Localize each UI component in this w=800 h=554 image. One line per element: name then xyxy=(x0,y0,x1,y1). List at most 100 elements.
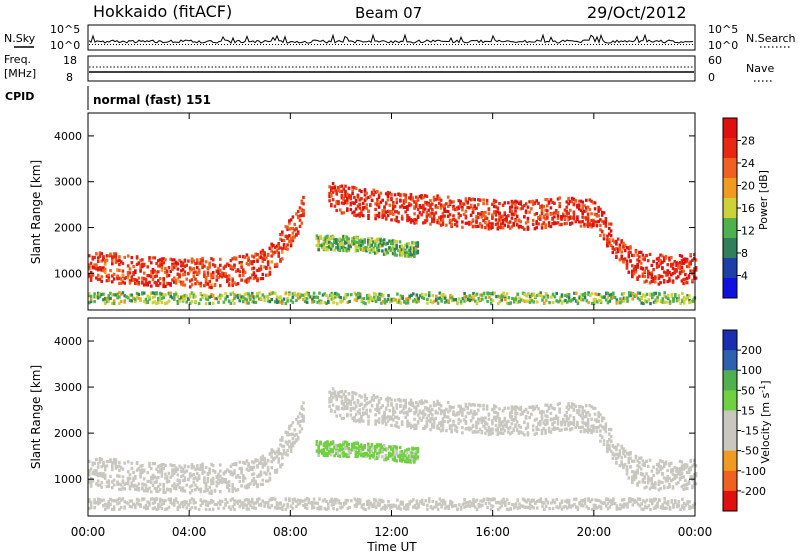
heatmap-cell xyxy=(114,461,118,465)
heatmap-cell xyxy=(631,475,634,479)
heatmap-cell xyxy=(331,198,335,202)
heatmap-cell xyxy=(342,237,345,241)
heatmap-cell xyxy=(429,211,432,215)
colorbar-tick-label: 12 xyxy=(741,225,755,238)
heatmap-cell xyxy=(376,197,379,201)
heatmap-cell xyxy=(597,209,600,213)
heatmap-cell xyxy=(164,284,167,288)
heatmap-cell xyxy=(406,205,409,209)
heatmap-cell xyxy=(183,489,187,493)
heatmap-cell xyxy=(661,460,664,464)
heatmap-cell xyxy=(344,201,347,205)
heatmap-cell xyxy=(487,425,491,429)
heatmap-cell xyxy=(361,247,365,251)
heatmap-cell xyxy=(318,299,321,303)
heatmap-cell xyxy=(217,295,220,299)
heatmap-cell xyxy=(401,296,404,300)
heatmap-cell xyxy=(296,209,300,214)
heatmap-cell xyxy=(134,278,137,282)
heatmap-cell xyxy=(402,411,406,415)
heatmap-cell xyxy=(197,301,201,306)
heatmap-cell xyxy=(474,293,477,297)
heatmap-cell xyxy=(549,411,553,415)
heatmap-cell xyxy=(505,422,508,426)
heatmap-cell xyxy=(411,401,415,405)
heatmap-cell xyxy=(597,415,600,419)
heatmap-cell xyxy=(662,278,666,283)
heatmap-cell xyxy=(286,235,289,239)
heatmap-cell xyxy=(567,407,570,411)
heatmap-cell xyxy=(459,300,463,304)
heatmap-cell xyxy=(347,399,351,403)
heatmap-cell xyxy=(352,239,356,243)
heatmap-cell xyxy=(497,302,500,306)
heatmap-cell xyxy=(240,261,243,265)
heatmap-cell xyxy=(556,419,560,423)
heatmap-cell xyxy=(295,439,298,443)
heatmap-cell xyxy=(395,201,399,205)
heatmap-cell xyxy=(625,263,629,267)
heatmap-cell xyxy=(577,204,581,208)
heatmap-cell xyxy=(450,405,453,410)
heatmap-cell xyxy=(526,422,530,426)
heatmap-cell xyxy=(369,203,372,207)
heatmap-cell xyxy=(436,205,439,210)
heatmap-cell xyxy=(356,451,359,455)
heatmap-cell xyxy=(391,244,395,248)
heatmap-cell xyxy=(250,260,254,264)
heatmap-cell xyxy=(556,214,560,218)
heatmap-cell xyxy=(528,297,532,301)
heatmap-cell xyxy=(643,294,647,298)
heatmap-cell xyxy=(119,505,123,509)
heatmap-cell xyxy=(128,279,132,283)
heatmap-cell xyxy=(203,270,206,274)
heatmap-cell xyxy=(339,300,342,304)
heatmap-cell xyxy=(142,283,146,287)
heatmap-cell xyxy=(665,300,668,304)
heatmap-cell xyxy=(181,283,185,287)
heatmap-cell xyxy=(349,448,352,452)
heatmap-cell xyxy=(593,212,597,216)
heatmap-cell xyxy=(126,264,130,268)
heatmap-cell xyxy=(349,450,352,454)
heatmap-cell xyxy=(98,473,102,477)
freq-label-line1: Freq. xyxy=(4,53,31,66)
heatmap-cell xyxy=(234,256,238,260)
heatmap-cell xyxy=(620,250,623,254)
heatmap-cell xyxy=(88,479,91,483)
heatmap-cell xyxy=(549,403,553,407)
heatmap-cell xyxy=(694,464,698,468)
heatmap-cell xyxy=(615,298,619,302)
heatmap-cell xyxy=(157,301,160,305)
heatmap-cell xyxy=(302,202,305,206)
heatmap-cell xyxy=(256,268,259,273)
heatmap-cell xyxy=(199,262,203,266)
heatmap-cell xyxy=(577,412,581,416)
heatmap-cell xyxy=(611,250,615,255)
heatmap-cell xyxy=(298,224,302,228)
heatmap-cell xyxy=(505,301,509,305)
heatmap-cell xyxy=(103,262,107,266)
heatmap-cell xyxy=(400,248,404,252)
heatmap-cell xyxy=(116,502,119,506)
heatmap-cell xyxy=(439,429,443,433)
heatmap-cell xyxy=(289,442,293,446)
heatmap-cell xyxy=(404,405,407,409)
heatmap-cell xyxy=(315,440,319,444)
heatmap-cell xyxy=(197,261,201,265)
heatmap-cell xyxy=(311,295,314,299)
heatmap-cell xyxy=(438,421,441,425)
heatmap-cell xyxy=(530,207,533,211)
heatmap-cell xyxy=(336,248,340,252)
heatmap-cell xyxy=(266,468,270,473)
heatmap-cell xyxy=(227,263,231,268)
heatmap-cell xyxy=(416,446,420,451)
heatmap-cell xyxy=(551,406,554,410)
heatmap-cell xyxy=(423,200,427,204)
heatmap-cell xyxy=(351,240,354,244)
heatmap-cell xyxy=(181,261,185,266)
heatmap-cell xyxy=(393,218,397,222)
heatmap-cell xyxy=(600,210,604,214)
heatmap-cell xyxy=(123,506,126,510)
heatmap-cell xyxy=(632,478,636,482)
